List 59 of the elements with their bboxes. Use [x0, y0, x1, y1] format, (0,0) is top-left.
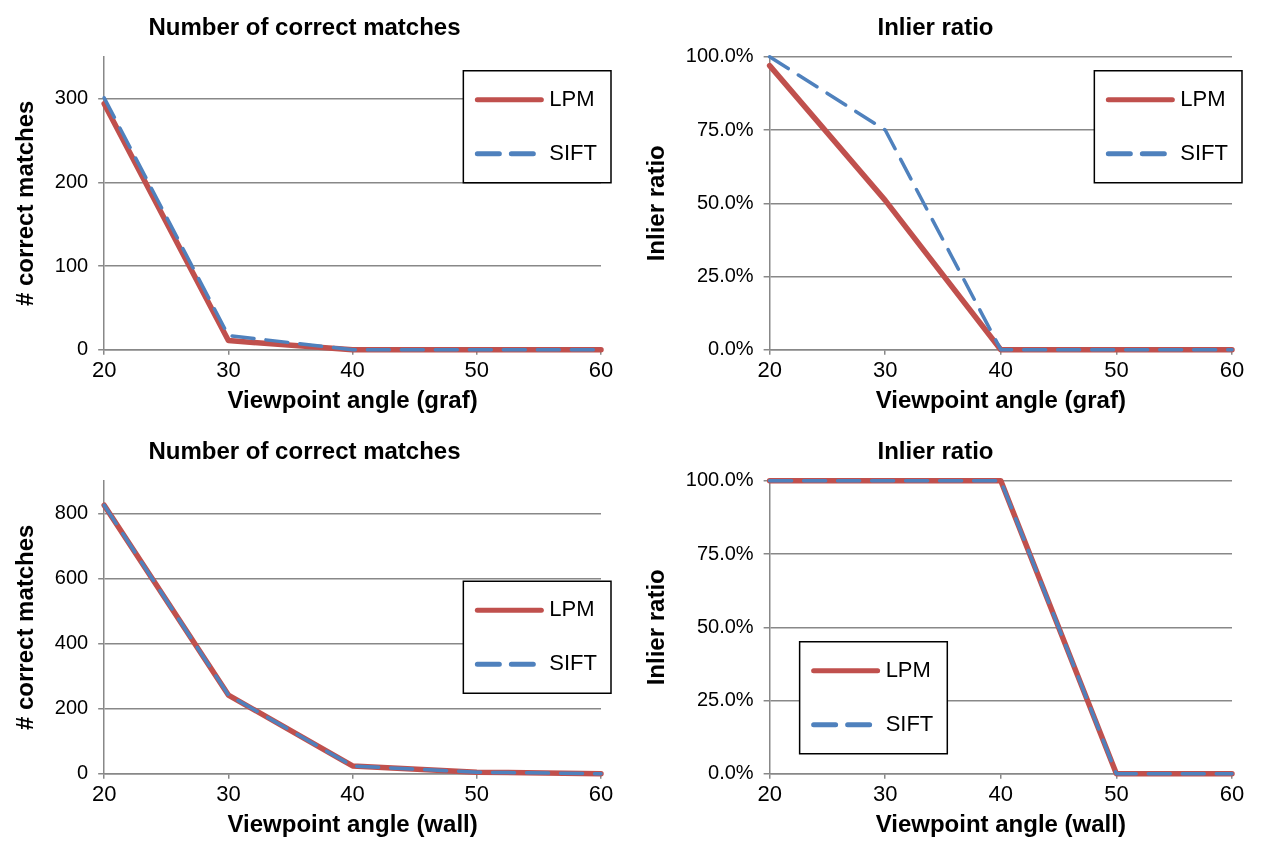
y-tick-label: 100: [54, 253, 89, 276]
y-tick-label: 0.0%: [708, 337, 754, 360]
chart-title: Inlier ratio: [877, 437, 994, 465]
y-tick-label: 75.0%: [696, 541, 754, 564]
y-tick-label: 75.0%: [696, 117, 754, 140]
x-tick-label: 20: [757, 781, 782, 807]
legend-label: SIFT: [1180, 139, 1229, 165]
legend-label: LPM: [1180, 85, 1226, 111]
y-axis-title: # correct matches: [11, 100, 39, 307]
x-tick-label: 50: [1104, 781, 1129, 807]
legend-label: SIFT: [885, 710, 934, 736]
y-tick-label: 800: [54, 500, 89, 523]
legend-label: LPM: [885, 656, 931, 682]
chart-title: Inlier ratio: [877, 13, 994, 41]
legend-label: SIFT: [549, 650, 598, 676]
x-tick-label: 60: [588, 781, 614, 807]
y-tick-label: 50.0%: [696, 190, 754, 213]
y-tick-label: 400: [54, 631, 89, 654]
x-tick-label: 50: [464, 357, 490, 383]
x-tick-label: 30: [216, 357, 241, 383]
y-tick-label: 0.0%: [708, 761, 754, 784]
y-tick-label: 100.0%: [685, 468, 754, 491]
x-axis-title: Viewpoint angle (graf): [875, 386, 1126, 414]
chart-title: Number of correct matches: [148, 13, 461, 41]
legend-label: LPM: [549, 596, 595, 622]
y-tick-label: 25.0%: [696, 264, 754, 287]
y-tick-label: 600: [54, 565, 89, 588]
x-tick-label: 50: [1104, 357, 1129, 383]
y-axis-title: Inlier ratio: [642, 569, 670, 686]
x-tick-label: 40: [988, 357, 1014, 383]
y-axis-title: # correct matches: [11, 524, 39, 731]
x-tick-label: 40: [988, 781, 1014, 807]
legend-label: SIFT: [549, 139, 598, 165]
x-tick-label: 30: [216, 781, 241, 807]
chart-title: Number of correct matches: [148, 437, 461, 465]
legend-label: LPM: [549, 85, 595, 111]
x-tick-label: 60: [1219, 781, 1245, 807]
x-tick-label: 40: [340, 357, 365, 383]
x-tick-label: 60: [588, 357, 614, 383]
x-tick-label: 40: [340, 781, 365, 807]
y-tick-label: 200: [54, 169, 89, 192]
x-tick-label: 20: [91, 781, 117, 807]
x-axis-title: Viewpoint angle (wall): [227, 810, 478, 838]
x-tick-label: 30: [872, 357, 898, 383]
y-tick-label: 25.0%: [696, 688, 754, 711]
y-tick-label: 300: [54, 86, 89, 109]
y-tick-label: 50.0%: [696, 614, 754, 637]
y-tick-label: 200: [54, 696, 89, 719]
y-tick-label: 0: [77, 337, 89, 360]
x-axis-title: Viewpoint angle (wall): [875, 810, 1126, 838]
x-tick-label: 20: [757, 357, 782, 383]
x-tick-label: 60: [1219, 357, 1245, 383]
y-tick-label: 100.0%: [685, 44, 754, 67]
y-tick-label: 0: [77, 761, 89, 784]
y-axis-title: Inlier ratio: [642, 145, 670, 262]
x-tick-label: 30: [872, 781, 898, 807]
x-tick-label: 50: [464, 781, 490, 807]
x-tick-label: 20: [91, 357, 117, 383]
x-axis-title: Viewpoint angle (graf): [227, 386, 478, 414]
